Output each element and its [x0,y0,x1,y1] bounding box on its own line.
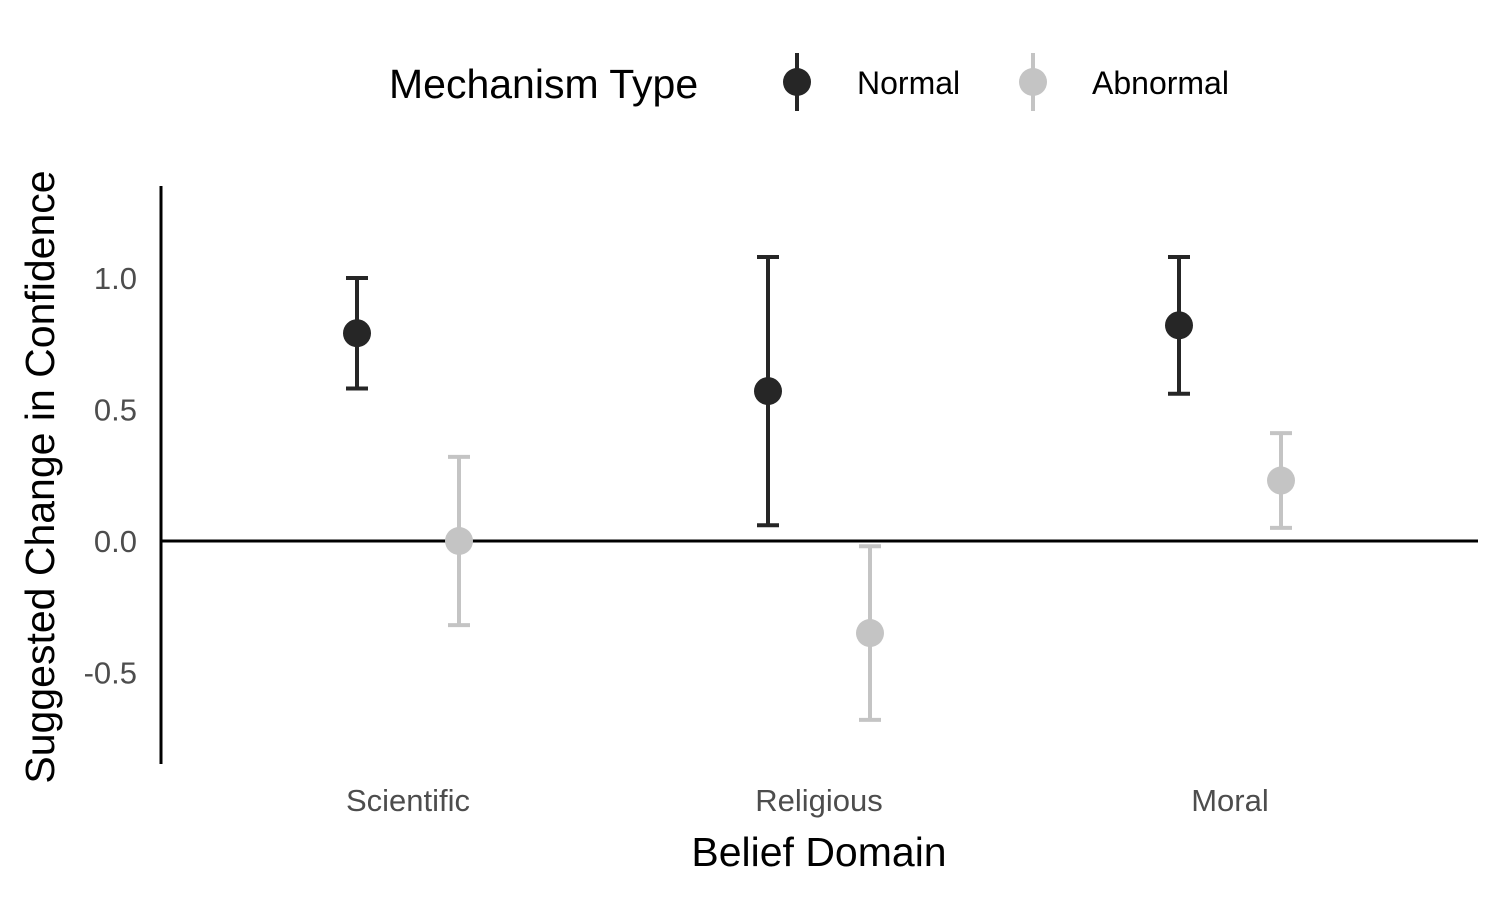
data-point [754,377,782,406]
data-point [445,527,473,555]
data-point [1165,311,1193,340]
legend-item-normal: Normal [783,53,960,111]
y-tick-label: 0.5 [94,393,137,428]
y-tick-label: 0.0 [94,524,137,559]
data-point [856,619,884,648]
x-tick-label: Religious [755,783,883,818]
legend-label: Normal [857,65,960,101]
data-point [1267,466,1295,495]
plot-area: -0.5 0.0 0.5 1.0 Scientific Religious Moral [84,186,1478,818]
series-normal [343,254,1193,528]
legend-label: Abnormal [1092,65,1229,101]
x-tick-label: Moral [1191,783,1269,818]
y-axis-title: Suggested Change in Confidence [17,170,63,783]
legend-key-point [783,68,811,96]
data-point [343,319,371,348]
legend-item-abnormal: Abnormal [1019,53,1229,111]
x-tick-label: Scientific [346,783,470,818]
legend-title: Mechanism Type [389,61,698,107]
legend: Mechanism Type Normal Abnormal [389,53,1229,111]
series-abnormal [445,431,1295,722]
legend-key-point [1019,68,1047,96]
y-tick-label: -0.5 [84,656,137,691]
x-axis-title: Belief Domain [691,829,946,875]
y-tick-label: 1.0 [94,261,137,296]
